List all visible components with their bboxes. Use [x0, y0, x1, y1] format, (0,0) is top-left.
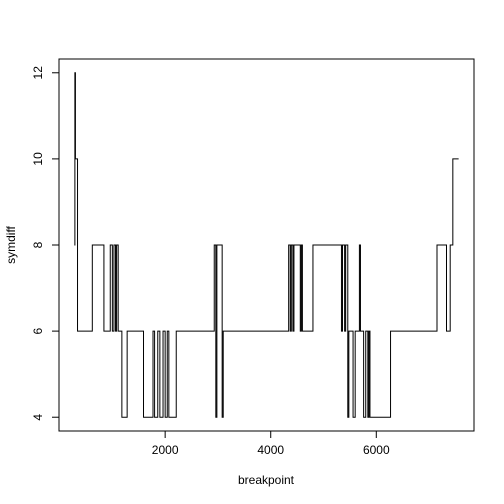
y-tick-label: 12: [31, 66, 45, 80]
x-tick-label: 4000: [257, 443, 284, 457]
y-tick-label: 6: [31, 327, 45, 334]
x-tick-label: 6000: [363, 443, 390, 457]
y-tick-label: 4: [31, 414, 45, 421]
y-axis-title: symdiff: [4, 225, 18, 263]
x-tick-label: 2000: [152, 443, 179, 457]
x-axis-title: breakpoint: [238, 473, 295, 487]
y-tick-label: 8: [31, 241, 45, 248]
series-line: [74, 72, 459, 418]
y-tick-label: 10: [31, 152, 45, 166]
